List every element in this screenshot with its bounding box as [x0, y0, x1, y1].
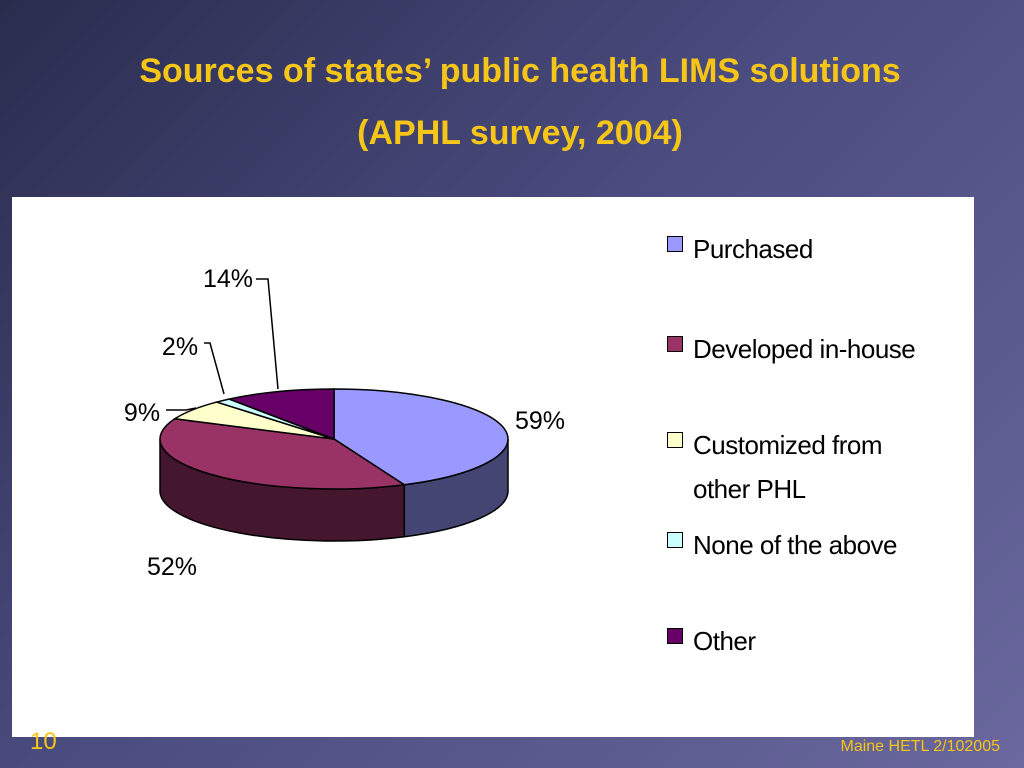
legend-label-other: Other	[693, 626, 756, 656]
pie-slice-other	[226, 388, 335, 441]
pie-slice-purchased	[333, 388, 509, 486]
legend-item-developed: Developed in-house	[667, 327, 967, 371]
legend-item-none: None of the above	[667, 523, 967, 567]
title-line-2: (APHL survey, 2004)	[357, 114, 683, 152]
pie-chart: 59% 52% 9% 2% 14%	[124, 265, 565, 581]
legend-item-other: Other	[667, 619, 967, 663]
data-label-developed: 52%	[147, 553, 197, 581]
leader-line-customized	[166, 407, 197, 411]
legend-item-purchased: Purchased	[667, 227, 967, 271]
pie-slice-developed	[159, 418, 407, 490]
data-label-none: 2%	[162, 333, 198, 361]
legend-label-customized: Customized from other PHL	[693, 430, 883, 504]
legend-swatch-developed	[667, 336, 683, 352]
data-label-customized: 9%	[124, 399, 160, 427]
legend-swatch-none	[667, 532, 683, 548]
legend-swatch-customized	[667, 432, 683, 448]
legend-swatch-other	[667, 628, 683, 644]
page-number: 10	[30, 728, 57, 755]
legend-item-customized: Customized from other PHL	[667, 423, 967, 511]
legend-label-purchased: Purchased	[693, 234, 813, 264]
data-label-other: 14%	[203, 265, 253, 293]
chart-panel: 59% 52% 9% 2% 14% Purchased Developed in-hou…	[12, 197, 974, 737]
data-label-purchased: 59%	[515, 407, 565, 435]
leader-line-other	[256, 278, 279, 390]
legend-label-none: None of the above	[693, 530, 898, 560]
title-line-1: Sources of states’ public health LIMS so…	[139, 52, 901, 90]
slide-title: Sources of states’ public health LIMS so…	[0, 40, 1024, 164]
footer-text: Maine HETL 2/102005	[840, 738, 1000, 755]
legend-label-developed: Developed in-house	[693, 334, 916, 364]
legend-swatch-purchased	[667, 236, 683, 252]
leader-line-none	[204, 342, 225, 395]
